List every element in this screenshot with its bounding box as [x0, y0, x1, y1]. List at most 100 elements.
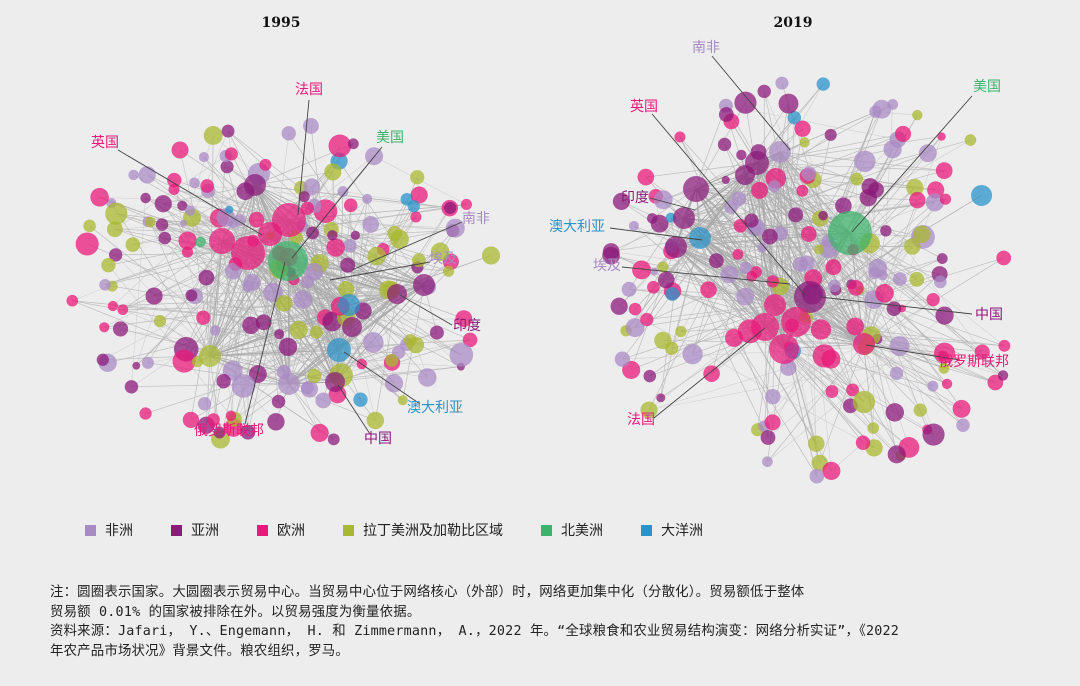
net2019-edge: [695, 188, 776, 306]
net2019-node: [809, 468, 825, 484]
net1995-node: [410, 211, 422, 223]
net2019-node: [765, 388, 781, 405]
net1995-edge: [334, 366, 461, 383]
net2019-node: [665, 287, 680, 301]
net2019-node: [751, 181, 769, 199]
net1995-edge: [209, 251, 441, 357]
label-1995-france: 法国: [295, 82, 323, 98]
net1995-hub-node: [268, 241, 308, 281]
net2019-node: [818, 210, 828, 221]
net2019-edge: [863, 343, 964, 426]
net2019-node: [799, 137, 810, 148]
net2019-node: [964, 134, 977, 146]
net1995-node: [310, 423, 329, 442]
net1995-node: [153, 314, 167, 328]
net2019-node: [674, 131, 686, 143]
net1995-node: [196, 310, 211, 325]
net2019-node: [787, 111, 802, 125]
network-diagrams: 1995 2019 法国 英国 美国 南非 埃及 印度 澳大利亚 中国 俄罗斯联…: [66, 15, 1012, 484]
net2019-node: [887, 99, 899, 110]
legend-swatch-africa: [85, 524, 96, 536]
net2019-node: [825, 259, 842, 276]
net1995-node: [307, 368, 322, 383]
net1995-node: [132, 361, 141, 370]
net2019-node: [757, 242, 768, 253]
net1995-node: [403, 333, 417, 347]
net2019-edge: [774, 304, 817, 444]
net1995-node: [99, 279, 111, 291]
network-1995-nodes: [66, 118, 501, 449]
notes: 注：圆圈表示国家。大圆圈表示贸易中心。当贸易中心位于网络核心（外部）时，网络更加…: [50, 583, 1040, 661]
legend: 非洲 亚洲 欧洲 拉丁美洲及加勒比区域 北美洲 大洋洲: [85, 520, 741, 540]
net1995-node: [343, 198, 358, 213]
net1995-node: [182, 411, 200, 429]
net1995-node: [445, 218, 465, 238]
net2019-node: [828, 279, 841, 293]
net2019-node: [736, 149, 747, 161]
legend-swatch-europe: [257, 524, 268, 536]
net1995-edge: [214, 240, 223, 331]
net2019-edge: [783, 348, 933, 387]
label-2019-south-africa: 南非: [692, 40, 720, 56]
net2019-hub-node: [673, 207, 695, 229]
net1995-edge: [349, 245, 425, 286]
net2019-edge: [645, 162, 758, 178]
net2019-node: [621, 281, 637, 297]
net2019-node: [764, 414, 781, 431]
net2019-node: [788, 207, 804, 223]
net1995-edge: [247, 252, 340, 351]
net1995-node: [155, 218, 169, 231]
net2019-node: [602, 246, 620, 265]
net1995-node: [367, 246, 386, 266]
net2019-node: [800, 226, 817, 242]
net2019-node: [894, 125, 912, 142]
net1995-edge: [122, 252, 249, 311]
net1995-node: [430, 242, 450, 261]
net1995-node: [289, 320, 308, 339]
net2019-node: [718, 107, 734, 122]
net1995-hub-node: [244, 174, 266, 196]
net1995-node: [197, 397, 212, 411]
net1995-hub-node: [338, 294, 360, 316]
net1995-node: [138, 166, 156, 184]
net2019-node: [778, 93, 799, 114]
net2019-node: [974, 344, 990, 360]
net1995-hub-node: [325, 372, 345, 392]
net2019-hub-node: [689, 227, 711, 249]
net2019-node: [632, 260, 652, 280]
net1995-node: [227, 217, 239, 229]
panel-2019-title: 2019: [774, 15, 813, 31]
net1995-edge: [154, 272, 291, 297]
net2019-node: [657, 261, 669, 273]
net2019-edge: [683, 217, 763, 248]
net2019-node: [746, 270, 758, 282]
net1995-node: [178, 231, 197, 250]
net2019-node: [825, 385, 839, 398]
net2019-node: [792, 256, 808, 272]
net2019-node: [760, 430, 776, 445]
net1995-node: [347, 138, 359, 150]
net1995-node: [303, 118, 319, 134]
net2019-node: [708, 253, 724, 269]
net2019-node: [640, 312, 654, 327]
net1995-node: [263, 282, 283, 303]
net2019-edge: [756, 162, 781, 234]
net2019-node: [796, 184, 809, 197]
net2019-hub-node: [769, 141, 791, 163]
net2019-node: [814, 244, 825, 255]
net1995-node: [293, 290, 313, 309]
net1995-node: [305, 262, 324, 281]
net2019-edge: [795, 258, 943, 323]
callout-line: [117, 149, 263, 236]
callout-line: [329, 261, 431, 281]
net1995-node: [384, 374, 404, 393]
net2019-node: [909, 191, 926, 209]
net1995-edge: [99, 196, 315, 207]
net1995-hub-node: [231, 236, 265, 270]
net1995-node: [75, 232, 99, 256]
net2019-node: [939, 193, 952, 205]
net1995-hub-node: [413, 274, 435, 296]
legend-item-latin-america: 拉丁美洲及加勒比区域: [343, 520, 503, 540]
net1995-node: [168, 183, 180, 196]
net1995-node: [141, 356, 154, 369]
